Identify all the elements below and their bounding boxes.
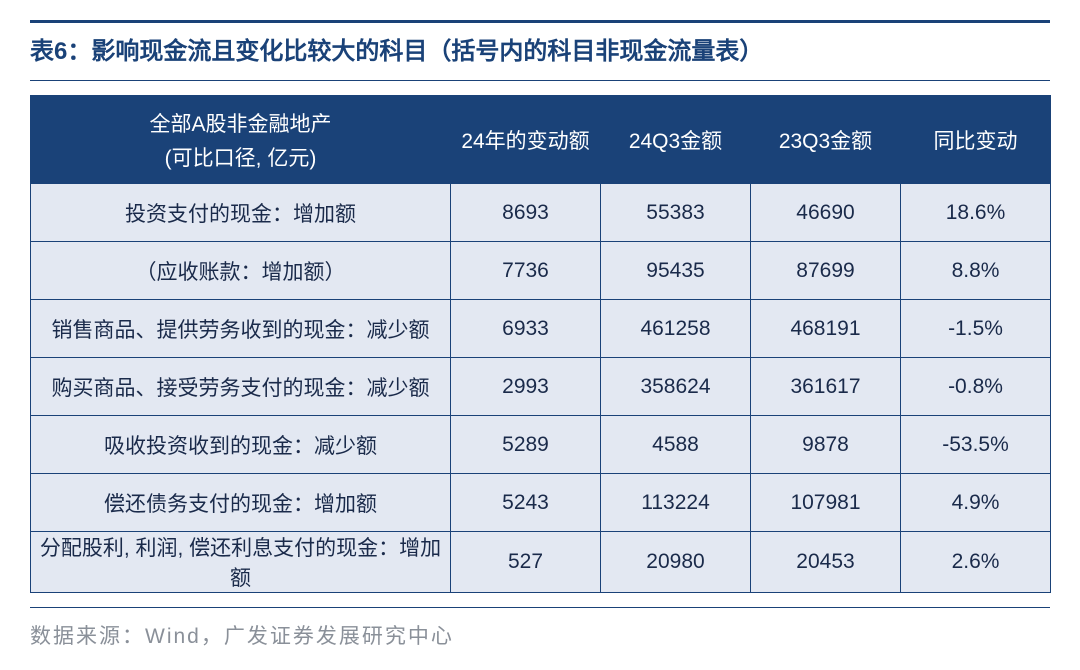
table-row: 投资支付的现金：增加额8693553834669018.6% bbox=[31, 184, 1051, 242]
cell-yoy: 8.8% bbox=[901, 242, 1051, 300]
cell-change: 527 bbox=[451, 532, 601, 593]
title-bar: 表6：影响现金流且变化比较大的科目（括号内的科目非现金流量表） bbox=[30, 20, 1050, 81]
cell-yoy: 18.6% bbox=[901, 184, 1051, 242]
cell-yoy: -0.8% bbox=[901, 358, 1051, 416]
cell-yoy: 4.9% bbox=[901, 474, 1051, 532]
cell-yoy: -53.5% bbox=[901, 416, 1051, 474]
header-change: 24年的变动额 bbox=[451, 96, 601, 184]
cell-change: 5243 bbox=[451, 474, 601, 532]
cell-q23: 361617 bbox=[751, 358, 901, 416]
cell-change: 7736 bbox=[451, 242, 601, 300]
cell-q23: 20453 bbox=[751, 532, 901, 593]
cashflow-table: 全部A股非金融地产 (可比口径, 亿元) 24年的变动额 24Q3金额 23Q3… bbox=[30, 95, 1051, 593]
cell-q23: 87699 bbox=[751, 242, 901, 300]
cell-q24: 358624 bbox=[601, 358, 751, 416]
cell-q24: 55383 bbox=[601, 184, 751, 242]
cell-q24: 95435 bbox=[601, 242, 751, 300]
cell-yoy: 2.6% bbox=[901, 532, 1051, 593]
table-row: 偿还债务支付的现金：增加额52431132241079814.9% bbox=[31, 474, 1051, 532]
table-row: 吸收投资收到的现金：减少额528945889878-53.5% bbox=[31, 416, 1051, 474]
row-label: 购买商品、接受劳务支付的现金：减少额 bbox=[31, 358, 451, 416]
header-yoy: 同比变动 bbox=[901, 96, 1051, 184]
data-source: 数据来源：Wind，广发证券发展研究中心 bbox=[30, 620, 1050, 650]
table-row: 购买商品、接受劳务支付的现金：减少额2993358624361617-0.8% bbox=[31, 358, 1051, 416]
row-label: 吸收投资收到的现金：减少额 bbox=[31, 416, 451, 474]
cell-q24: 113224 bbox=[601, 474, 751, 532]
row-label: 投资支付的现金：增加额 bbox=[31, 184, 451, 242]
header-category: 全部A股非金融地产 (可比口径, 亿元) bbox=[31, 96, 451, 184]
header-q23: 23Q3金额 bbox=[751, 96, 901, 184]
header-category-line2: (可比口径, 亿元) bbox=[35, 142, 446, 172]
row-label: 偿还债务支付的现金：增加额 bbox=[31, 474, 451, 532]
cell-change: 8693 bbox=[451, 184, 601, 242]
cell-q24: 20980 bbox=[601, 532, 751, 593]
table-row: 销售商品、提供劳务收到的现金：减少额6933461258468191-1.5% bbox=[31, 300, 1051, 358]
row-label: 分配股利, 利润, 偿还利息支付的现金：增加额 bbox=[31, 532, 451, 593]
cell-q23: 468191 bbox=[751, 300, 901, 358]
table-row: （应收账款：增加额）773695435876998.8% bbox=[31, 242, 1051, 300]
cell-change: 2993 bbox=[451, 358, 601, 416]
cell-change: 5289 bbox=[451, 416, 601, 474]
row-label: 销售商品、提供劳务收到的现金：减少额 bbox=[31, 300, 451, 358]
row-label: （应收账款：增加额） bbox=[31, 242, 451, 300]
table-body: 投资支付的现金：增加额8693553834669018.6%（应收账款：增加额）… bbox=[31, 184, 1051, 593]
cell-q24: 461258 bbox=[601, 300, 751, 358]
footer-divider: 数据来源：Wind，广发证券发展研究中心 bbox=[30, 607, 1050, 650]
cell-q23: 107981 bbox=[751, 474, 901, 532]
header-row: 全部A股非金融地产 (可比口径, 亿元) 24年的变动额 24Q3金额 23Q3… bbox=[31, 96, 1051, 184]
table-row: 分配股利, 利润, 偿还利息支付的现金：增加额52720980204532.6% bbox=[31, 532, 1051, 593]
cell-yoy: -1.5% bbox=[901, 300, 1051, 358]
header-q24: 24Q3金额 bbox=[601, 96, 751, 184]
cell-q23: 9878 bbox=[751, 416, 901, 474]
cell-change: 6933 bbox=[451, 300, 601, 358]
cell-q23: 46690 bbox=[751, 184, 901, 242]
cell-q24: 4588 bbox=[601, 416, 751, 474]
table-title: 表6：影响现金流且变化比较大的科目（括号内的科目非现金流量表） bbox=[30, 31, 1050, 66]
header-category-line1: 全部A股非金融地产 bbox=[35, 108, 446, 138]
